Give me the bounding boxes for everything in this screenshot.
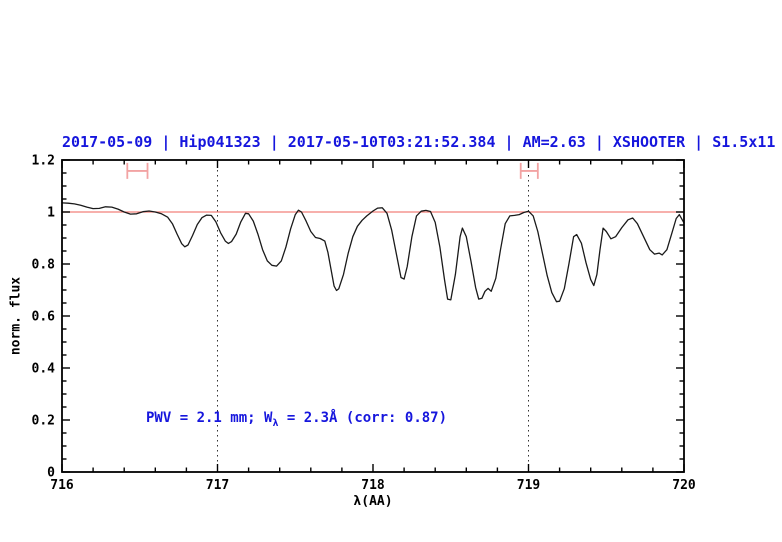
y-tick-label: 0.2 [32,414,55,429]
pwv-annotation-suffix: = 2.3Å (corr: 0.87) [278,410,448,426]
x-tick-label: 717 [206,478,229,493]
y-tick-label: 0 [47,466,55,481]
telluric-band-marker [126,162,149,179]
x-tick-label: 719 [517,478,540,493]
pwv-annotation: PWV = 2.1 mm; Wλ = 2.3Å (corr: 0.87) [146,410,447,429]
y-tick-label: 0.6 [32,310,56,325]
y-tick-label: 0.8 [32,258,56,273]
pwv-annotation-subscript: λ [272,417,279,429]
x-axis-label: λ(AA) [353,494,393,509]
x-tick-label: 720 [672,478,696,493]
y-tick-label: 0.4 [32,362,56,377]
x-tick-label: 716 [50,478,74,493]
y-axis-label: norm. flux [8,276,24,356]
x-tick-label: 718 [361,478,385,493]
pwv-annotation-prefix: PWV = 2.1 mm; W [146,410,273,426]
telluric-spectrum-line [61,202,685,303]
telluric-band-marker [519,162,539,179]
y-tick-label: 1.2 [32,154,55,169]
y-tick-label: 1 [47,206,55,221]
chart-title: 2017-05-09 | Hip041323 | 2017-05-10T03:2… [62,133,776,151]
